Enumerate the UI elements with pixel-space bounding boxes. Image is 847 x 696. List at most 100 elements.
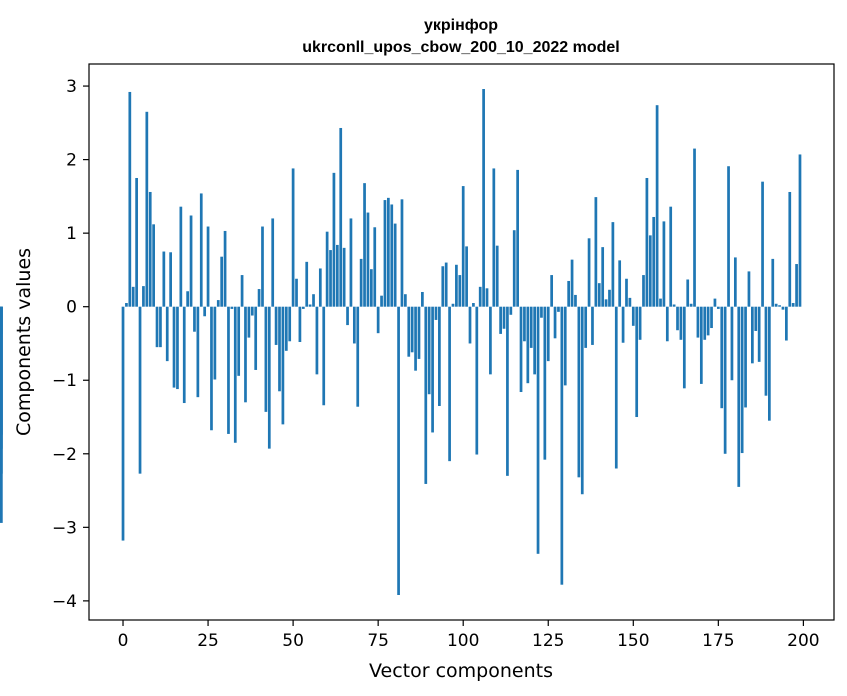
bar <box>196 306 200 398</box>
bar <box>380 295 383 307</box>
bar <box>642 275 645 307</box>
y-tick-label: −2 <box>52 445 77 465</box>
bar <box>206 226 210 307</box>
bar <box>475 306 479 455</box>
bar <box>587 238 591 307</box>
y-tick-label: 1 <box>66 224 77 244</box>
bar <box>645 177 649 307</box>
bar <box>162 251 166 307</box>
bar <box>751 306 754 364</box>
bar <box>662 221 666 307</box>
x-tick-label: 0 <box>118 631 129 651</box>
bar <box>761 181 764 307</box>
bar <box>407 306 411 357</box>
bar <box>550 275 554 307</box>
x-tick-label: 150 <box>617 631 649 651</box>
bar <box>682 306 686 389</box>
bar <box>373 227 377 307</box>
bar <box>240 275 244 307</box>
x-tick-label: 25 <box>197 631 219 651</box>
bar <box>540 306 543 318</box>
bar <box>213 306 217 380</box>
chart-title-line2: ukrconll_upos_cbow_200_10_2022 model <box>302 39 619 56</box>
bar <box>121 306 125 541</box>
y-tick-label: −3 <box>52 518 77 538</box>
bar <box>696 306 700 338</box>
bar <box>659 298 662 307</box>
bar <box>665 306 669 342</box>
bar <box>125 303 128 307</box>
bar <box>414 306 417 371</box>
bar <box>778 305 781 307</box>
bar <box>516 169 519 307</box>
bar <box>274 306 278 345</box>
bar <box>244 306 247 403</box>
x-tick-label: 75 <box>367 631 389 651</box>
bar <box>179 206 183 307</box>
bar <box>502 306 506 329</box>
bar <box>737 306 741 487</box>
bar <box>390 204 394 307</box>
bar <box>489 306 492 375</box>
bar <box>135 177 138 307</box>
bar <box>543 306 547 460</box>
bar <box>233 306 237 443</box>
bar <box>363 183 366 307</box>
bar <box>604 299 608 307</box>
bar <box>618 260 622 307</box>
bar <box>172 306 176 388</box>
bar <box>230 306 234 309</box>
bar <box>744 306 747 408</box>
bar <box>526 306 530 384</box>
bar <box>536 306 540 554</box>
bar <box>706 306 710 336</box>
bar <box>165 306 169 362</box>
bar <box>193 306 196 332</box>
bar <box>669 206 673 307</box>
bar <box>404 294 407 307</box>
bar <box>580 306 584 495</box>
bar <box>359 258 363 307</box>
bar <box>291 168 295 307</box>
y-tick-label: −4 <box>52 592 77 612</box>
y-tick-label: 2 <box>66 151 77 171</box>
bar <box>567 280 571 307</box>
bar <box>788 191 792 307</box>
bar <box>397 306 400 595</box>
bar <box>458 275 462 307</box>
bar <box>145 111 149 307</box>
bar <box>332 172 336 307</box>
bar <box>264 306 268 412</box>
bar <box>267 306 271 449</box>
bar <box>148 191 152 307</box>
bar <box>451 303 455 307</box>
bar <box>574 294 577 307</box>
bar <box>553 306 557 339</box>
bar <box>387 197 390 307</box>
y-tick-label: 0 <box>66 298 77 318</box>
y-axis-label: Components values <box>13 248 35 436</box>
bar <box>699 306 703 384</box>
bar <box>774 303 778 307</box>
bar <box>312 294 315 307</box>
bar <box>247 306 251 338</box>
bar <box>182 306 186 404</box>
bar <box>284 306 288 351</box>
bar <box>339 127 343 307</box>
bar <box>672 304 676 307</box>
bar <box>577 306 581 478</box>
bar <box>257 289 261 307</box>
bar <box>519 306 523 393</box>
bar <box>301 306 305 309</box>
bar <box>438 306 441 406</box>
bar <box>142 286 145 307</box>
bar <box>325 231 329 307</box>
bar <box>138 306 142 474</box>
bar <box>410 306 414 353</box>
bar <box>176 306 179 390</box>
bar <box>448 306 451 462</box>
bar <box>298 306 302 342</box>
bar <box>727 166 730 307</box>
bar <box>601 247 605 307</box>
bar <box>227 306 230 434</box>
